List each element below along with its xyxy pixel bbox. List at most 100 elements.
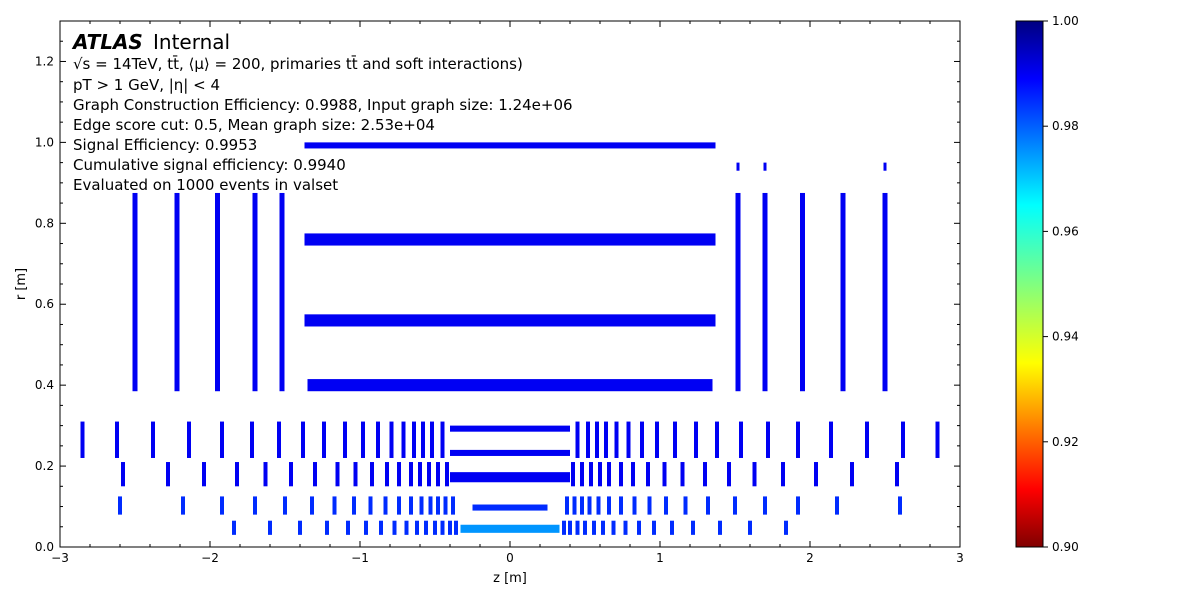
pixel-ring <box>289 462 293 487</box>
y-tick-label: 0.4 <box>35 378 54 392</box>
pixel-ring <box>614 421 619 458</box>
heatmap-cells <box>80 142 940 535</box>
pixel-ring <box>220 421 224 458</box>
pixel-ring <box>575 520 580 535</box>
pixel-ring <box>118 496 122 515</box>
pixel-ring <box>632 496 637 515</box>
endcap-disk <box>215 192 220 392</box>
pixel-ring <box>850 462 854 487</box>
pixel-ring <box>361 421 365 458</box>
pixel-ring <box>619 462 623 487</box>
pixel-ring <box>739 421 743 458</box>
pixel-ring <box>418 462 422 487</box>
pixel-ring <box>352 496 356 515</box>
endcap-outer-segment <box>883 162 887 171</box>
pixel-ring <box>401 421 406 458</box>
pixel-ring <box>587 496 592 515</box>
pixel-ring <box>601 520 605 535</box>
pixel-ring <box>694 421 698 458</box>
colorbar: 0.90 0.92 0.94 0.96 0.98 1.00 <box>1015 14 1079 554</box>
pixel-ring <box>376 421 380 458</box>
barrel-layer <box>450 472 570 483</box>
barrel-layer <box>472 504 548 511</box>
pixel-ring <box>385 462 389 487</box>
endcap-disk <box>132 192 138 392</box>
pixel-ring <box>571 462 575 487</box>
endcap-disk <box>279 192 285 392</box>
colorbar-tick-label: 0.98 <box>1052 119 1079 133</box>
colorbar-gradient <box>1015 20 1044 548</box>
x-tick-label: 3 <box>956 551 964 565</box>
pixel-ring <box>715 421 719 458</box>
pixel-ring <box>655 421 659 458</box>
x-tick-label: −2 <box>201 551 219 565</box>
annotation-line-7: Evaluated on 1000 events in valset <box>73 176 338 194</box>
pixel-ring <box>389 421 394 458</box>
pixel-ring <box>298 520 302 535</box>
colorbar-tick-label: 0.94 <box>1052 330 1079 344</box>
pixel-ring <box>301 421 305 458</box>
pixel-ring <box>652 520 656 535</box>
pixel-ring <box>232 520 236 535</box>
pixel-ring <box>332 496 337 515</box>
pixel-ring <box>748 520 752 535</box>
pixel-ring <box>428 496 433 515</box>
pixel-ring <box>631 462 635 487</box>
pixel-ring <box>703 462 707 487</box>
pixel-ring <box>448 520 452 535</box>
atlas-label: ATLAS <box>71 30 143 54</box>
pixel-ring <box>781 462 785 487</box>
x-tick-label: 1 <box>656 551 664 565</box>
pixel-ring <box>436 496 440 515</box>
annotation-line-3: Graph Construction Efficiency: 0.9988, I… <box>73 96 573 114</box>
colorbar-tick-label: 0.96 <box>1052 224 1079 238</box>
pixel-ring <box>766 421 770 458</box>
y-tick-label: 0.6 <box>35 297 54 311</box>
pixel-ring <box>664 496 668 515</box>
endcap-disk <box>174 192 180 392</box>
pixel-ring <box>335 462 340 487</box>
pixel-ring <box>865 421 869 458</box>
pixel-ring <box>604 421 608 458</box>
pixel-ring <box>592 520 596 535</box>
pixel-ring <box>379 520 383 535</box>
pixel-ring <box>835 496 839 515</box>
pixel-ring <box>784 520 788 535</box>
plot-area <box>60 21 960 547</box>
pixel-ring <box>901 421 905 458</box>
pixel-ring <box>268 520 272 535</box>
pixel-ring <box>935 421 940 458</box>
pixel-ring <box>440 421 445 458</box>
y-tick-label: 0.0 <box>35 540 54 554</box>
pixel-ring <box>683 496 688 515</box>
endcap-disk <box>882 192 888 392</box>
pixel-ring <box>235 462 239 487</box>
pixel-ring <box>415 520 419 535</box>
pixel-ring <box>202 462 206 487</box>
barrel-layer <box>304 142 716 149</box>
pixel-ring <box>796 496 800 515</box>
endcap-disk <box>735 192 741 392</box>
pixel-ring <box>607 496 611 515</box>
endcap-disk <box>252 192 258 392</box>
colorbar-tick-label: 0.92 <box>1052 435 1079 449</box>
pixel-ring <box>763 496 767 515</box>
pixel-ring <box>322 421 326 458</box>
pixel-ring <box>647 496 652 515</box>
pixel-ring <box>796 421 800 458</box>
pixel-ring <box>440 520 445 535</box>
pixel-ring <box>250 421 254 458</box>
pixel-ring <box>580 496 584 515</box>
pixel-ring <box>611 520 616 535</box>
pixel-ring <box>424 520 428 535</box>
pixel-ring <box>583 520 587 535</box>
pixel-ring <box>640 421 644 458</box>
barrel-layer <box>307 379 713 392</box>
pixel-ring <box>752 462 757 487</box>
pixel-ring <box>412 421 416 458</box>
pixel-ring <box>626 421 631 458</box>
x-tick-label: −3 <box>51 551 69 565</box>
pixel-ring <box>733 496 737 515</box>
annotation-line-2: pT > 1 GeV, |η| < 4 <box>73 76 220 94</box>
pixel-ring <box>283 496 287 515</box>
